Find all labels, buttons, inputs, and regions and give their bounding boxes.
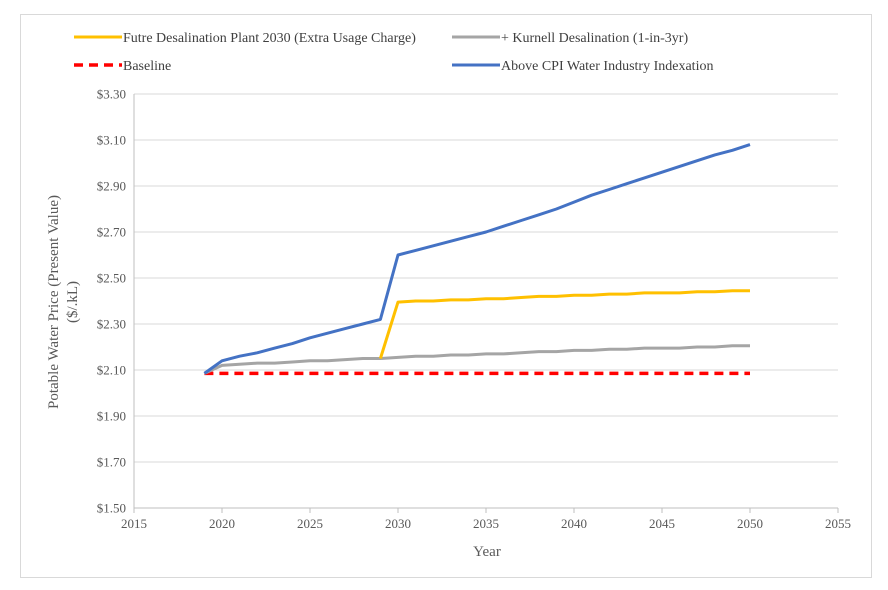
y-tick-label: $2.50 (97, 271, 126, 286)
x-tick-label: 2050 (737, 516, 763, 531)
grid-lines (134, 93, 838, 509)
series-lines (203, 143, 751, 376)
legend-label: Baseline (123, 59, 171, 74)
y-tick-label: $1.50 (97, 501, 126, 516)
series-line-3 (203, 143, 751, 375)
y-axis: $1.50 $1.70 $1.90 $2.10 $2.30 $2.50 $2.70 $2.90… (97, 87, 135, 516)
y-axis-title-line-2: ($/.kL) (65, 281, 81, 323)
y-tick-label: $3.30 (97, 87, 126, 102)
y-tick-label: $1.90 (97, 409, 126, 424)
series-line-0 (378, 289, 750, 359)
x-tick-label: 2020 (209, 516, 235, 531)
y-tick-label: $3.10 (97, 133, 126, 148)
x-tick-label: 2055 (825, 516, 851, 531)
legend: Futre Desalination Plant 2030 (Extra Usa… (74, 31, 713, 74)
y-tick-label: $2.70 (97, 225, 126, 240)
x-tick-label: 2045 (649, 516, 675, 531)
x-axis-title: Year (473, 544, 501, 560)
y-tick-label: $2.30 (97, 317, 126, 332)
x-tick-label: 2025 (297, 516, 323, 531)
legend-label: Above CPI Water Industry Indexation (501, 59, 713, 74)
x-tick-label: 2035 (473, 516, 499, 531)
x-tick-label: 2040 (561, 516, 587, 531)
legend-label: + Kurnell Desalination (1-in-3yr) (501, 31, 688, 46)
chart-frame (20, 14, 872, 578)
y-tick-label: $2.10 (97, 363, 126, 378)
x-tick-label: 2030 (385, 516, 411, 531)
y-tick-label: $1.70 (97, 455, 126, 470)
y-axis-title-line-1: Potable Water Price (Present Value) (46, 195, 62, 409)
legend-label: Futre Desalination Plant 2030 (Extra Usa… (123, 31, 416, 46)
y-tick-label: $2.90 (97, 179, 126, 194)
x-tick-label: 2015 (121, 516, 147, 531)
series-line-1 (203, 344, 750, 375)
x-axis: 2015 2020 2025 2030 2035 2040 2045 2050 2055 (121, 507, 851, 531)
